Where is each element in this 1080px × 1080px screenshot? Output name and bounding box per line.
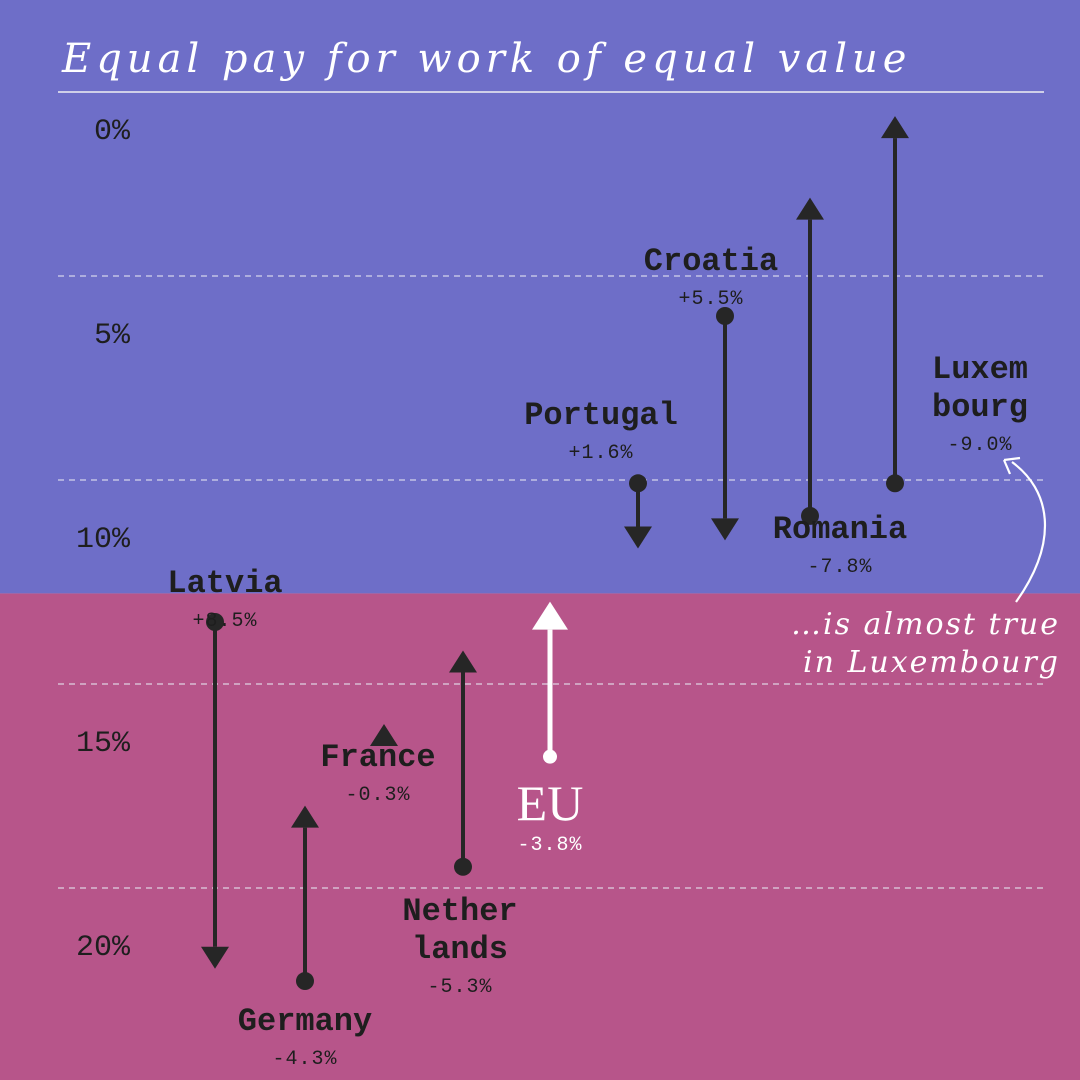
arrow-head-croatia: [711, 518, 739, 541]
lower-band: [0, 593, 1080, 1080]
change-label-latvia: +8.5%: [192, 610, 257, 633]
country-name-romania: Romania: [773, 511, 907, 548]
change-label-france: -0.3%: [345, 784, 410, 807]
annotation-pointer: [1011, 461, 1046, 603]
change-label-romania: -7.8%: [807, 556, 872, 579]
country-name-germany: Germany: [238, 1003, 372, 1040]
arrow-head-latvia: [201, 946, 229, 969]
y-tick-label: 5%: [94, 319, 131, 353]
arrow-start-dot-germany: [296, 972, 314, 991]
country-name-france: France: [320, 739, 435, 776]
arrow-head-portugal: [624, 526, 652, 549]
change-label-croatia: +5.5%: [678, 288, 743, 311]
chart-title: Equal pay for work of equal value: [61, 36, 911, 82]
arrow-head-netherlands: [449, 650, 477, 673]
upper-band: [0, 0, 1080, 594]
country-name-netherlands: Nether: [402, 893, 517, 930]
arrow-start-dot-luxembourg: [886, 474, 904, 493]
country-name-eu: EU: [517, 775, 584, 831]
change-label-germany: -4.3%: [272, 1048, 337, 1071]
arrow-start-dot-eu: [543, 749, 557, 764]
arrow-head-germany: [291, 805, 319, 828]
arrow-start-dot-croatia: [716, 307, 734, 325]
y-tick-label: 15%: [76, 727, 131, 761]
country-name-luxembourg: bourg: [932, 389, 1028, 426]
arrow-start-dot-netherlands: [454, 857, 472, 876]
country-name-netherlands: lands: [412, 931, 508, 968]
annotation-text: in Luxembourg: [803, 645, 1060, 680]
y-tick-label: 10%: [76, 523, 131, 557]
y-tick-label: 20%: [76, 931, 131, 965]
annotation-pointer-head: [1002, 456, 1021, 475]
arrow-head-eu: [532, 601, 568, 630]
annotation-text: …is almost true: [791, 607, 1060, 642]
change-label-portugal: +1.6%: [568, 442, 633, 465]
arrow-head-romania: [796, 197, 824, 220]
change-label-netherlands: -5.3%: [427, 976, 492, 999]
country-name-latvia: Latvia: [167, 565, 282, 602]
arrow-start-dot-portugal: [629, 474, 647, 493]
country-name-croatia: Croatia: [644, 243, 778, 280]
country-name-portugal: Portugal: [524, 397, 678, 434]
country-name-luxembourg: Luxem: [932, 351, 1028, 388]
y-tick-label: 0%: [94, 115, 131, 149]
arrow-head-luxembourg: [881, 116, 909, 139]
arrow-start-dot-romania: [801, 506, 819, 525]
arrow-start-dot-latvia: [206, 613, 224, 631]
change-label-luxembourg: -9.0%: [947, 434, 1012, 457]
change-label-eu: -3.8%: [517, 834, 582, 857]
arrow-head-france: [370, 724, 398, 746]
